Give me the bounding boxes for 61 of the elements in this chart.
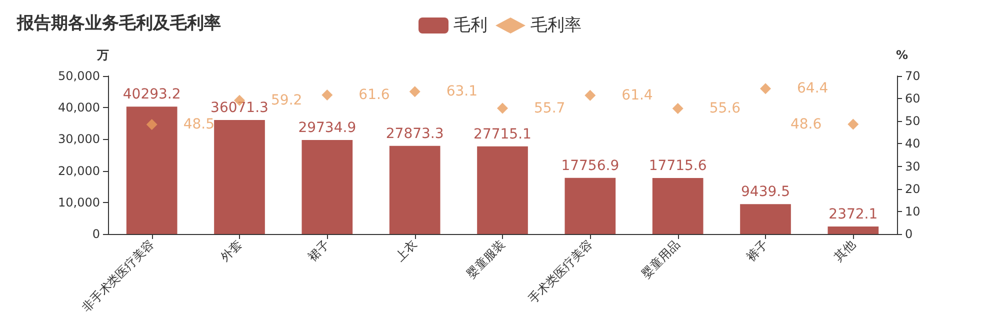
chart-title: 报告期各业务毛利及毛利率	[16, 14, 221, 34]
y2-tick-label: 40	[905, 136, 920, 151]
point	[146, 119, 158, 130]
legend-label: 毛利	[454, 16, 488, 36]
x-tick-label: 外套	[218, 237, 244, 264]
y-tick-label: 50,000	[58, 69, 100, 83]
x-tick-label: 裙子	[305, 237, 332, 264]
y2-axis-title: %	[896, 48, 908, 62]
point	[409, 86, 420, 98]
data-label: 17756.9	[561, 158, 620, 174]
point	[848, 118, 859, 130]
y2-tick-label: 50	[905, 114, 920, 128]
bar	[126, 106, 178, 234]
y-tick-label: 30,000	[58, 132, 100, 146]
data-label: 55.7	[534, 100, 566, 116]
data-label: 36071.3	[210, 100, 268, 116]
y-tick-label: 20,000	[58, 164, 100, 178]
y-tick-label: 40,000	[58, 100, 100, 115]
data-label: 59.2	[271, 92, 302, 108]
x-tick-label: 手术类医疗美容	[526, 237, 596, 306]
y-axis-title: 万	[96, 48, 109, 62]
data-label: 2372.1	[828, 206, 878, 223]
data-label: 9439.5	[741, 184, 790, 200]
bar	[389, 146, 440, 234]
y2-tick-label: 30	[905, 159, 920, 174]
data-label: 17715.6	[648, 158, 707, 174]
bar	[477, 146, 528, 234]
data-label: 27715.1	[474, 126, 532, 142]
y2-tick-label: 20	[905, 182, 920, 196]
point	[497, 102, 508, 114]
x-tick-label: 其他	[831, 237, 858, 264]
data-label: 29734.9	[298, 120, 356, 136]
x-tick-label: 婴童用品	[638, 237, 683, 281]
point	[760, 83, 771, 94]
x-tick-label: 婴童服装	[464, 237, 508, 281]
data-label: 61.4	[622, 87, 653, 104]
bar	[302, 140, 353, 234]
point	[322, 89, 333, 100]
bar	[214, 120, 265, 234]
data-label: 40293.2	[122, 86, 181, 103]
data-label: 48.6	[790, 116, 822, 132]
data-label: 61.6	[358, 86, 390, 103]
bar	[740, 204, 791, 234]
y-tick-label: 10,000	[58, 195, 100, 210]
bar	[828, 226, 879, 234]
x-tick-label: 裤子	[744, 237, 770, 264]
data-label: 27873.3	[386, 126, 444, 142]
data-label: 48.5	[183, 116, 215, 133]
y2-tick-label: 70	[905, 69, 920, 83]
legend-label: 毛利率	[530, 16, 582, 36]
y2-tick-label: 60	[905, 92, 920, 106]
point	[672, 103, 684, 114]
data-label: 64.4	[797, 80, 828, 97]
y2-tick-label: 10	[905, 204, 920, 218]
data-label: 55.6	[709, 100, 741, 117]
point	[584, 90, 596, 101]
data-label: 63.1	[446, 84, 478, 100]
bar	[652, 178, 704, 234]
x-tick-label: 上衣	[392, 237, 420, 264]
bar	[564, 178, 616, 234]
y2-tick-label: 0	[905, 227, 913, 241]
